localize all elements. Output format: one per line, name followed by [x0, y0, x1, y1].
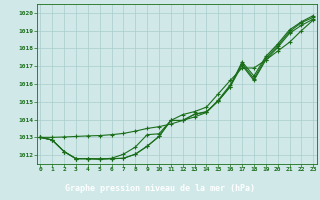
- Text: Graphe pression niveau de la mer (hPa): Graphe pression niveau de la mer (hPa): [65, 184, 255, 193]
